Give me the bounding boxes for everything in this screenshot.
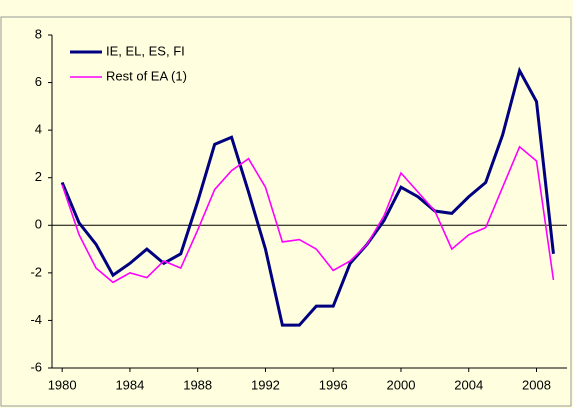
x-tick-label: 1992 [251,377,280,392]
y-tick-label: -6 [30,359,42,374]
x-tick-label: 2004 [454,377,483,392]
y-tick-label: -2 [30,264,42,279]
legend-label: Rest of EA (1) [106,68,187,83]
y-tick-label: 0 [35,217,42,232]
x-tick-label: 1980 [48,377,77,392]
x-tick-label: 2000 [387,377,416,392]
x-tick-label: 1988 [183,377,212,392]
x-tick-label: 2008 [522,377,551,392]
chart-frame [0,16,572,407]
x-tick-label: 1984 [115,377,144,392]
y-tick-label: 6 [35,74,42,89]
y-tick-label: 2 [35,169,42,184]
y-tick-label: 8 [35,26,42,41]
x-tick-label: 1996 [319,377,348,392]
y-tick-label: -4 [30,312,42,327]
series-line [61,145,555,284]
y-tick-label: 4 [35,122,42,137]
series-line [60,66,555,327]
legend-label: IE, EL, ES, FI [106,43,185,58]
